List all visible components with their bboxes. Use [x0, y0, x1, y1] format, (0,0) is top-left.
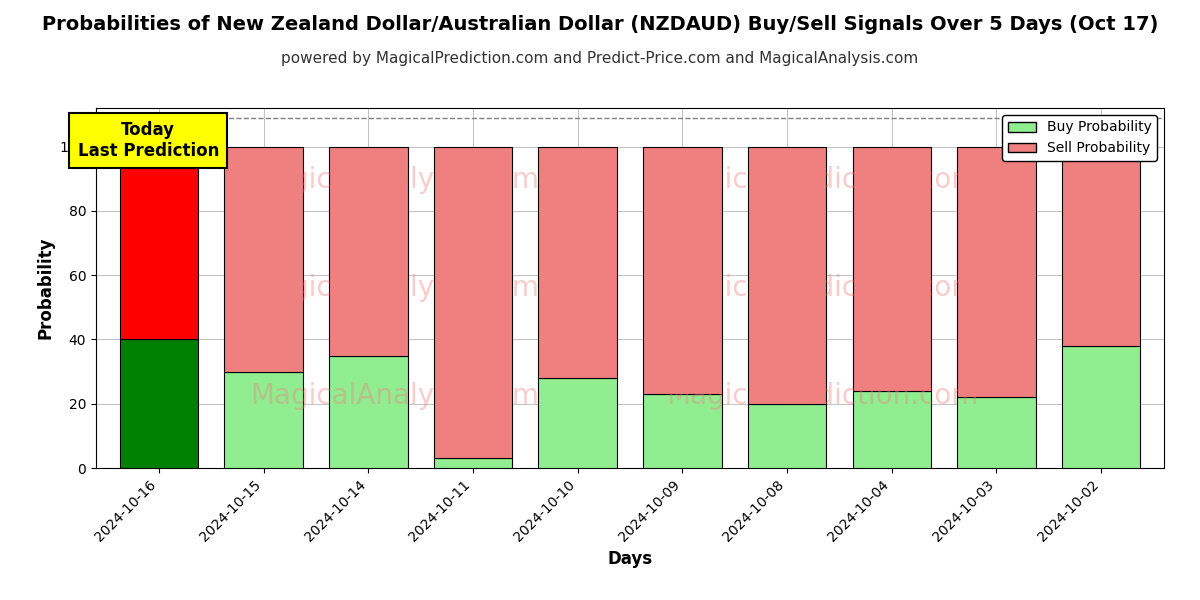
X-axis label: Days: Days [607, 550, 653, 568]
Bar [748, 146, 827, 404]
Text: MagicalPrediction.com: MagicalPrediction.com [666, 166, 978, 194]
Text: MagicalAnalysis.com: MagicalAnalysis.com [251, 166, 540, 194]
Bar [539, 146, 617, 378]
Bar [958, 146, 1036, 397]
Bar [329, 146, 408, 355]
Text: MagicalAnalysis.com: MagicalAnalysis.com [251, 382, 540, 410]
Bar [433, 146, 512, 458]
Legend: Buy Probability, Sell Probability: Buy Probability, Sell Probability [1002, 115, 1157, 161]
Bar [329, 355, 408, 468]
Bar [643, 146, 721, 394]
Y-axis label: Probability: Probability [36, 237, 54, 339]
Text: MagicalAnalysis.com: MagicalAnalysis.com [251, 274, 540, 302]
Bar [120, 146, 198, 340]
Bar [120, 340, 198, 468]
Bar [224, 371, 302, 468]
Bar [224, 146, 302, 371]
Bar [1062, 146, 1140, 346]
Bar [958, 397, 1036, 468]
Bar [433, 458, 512, 468]
Text: MagicalPrediction.com: MagicalPrediction.com [666, 382, 978, 410]
Bar [539, 378, 617, 468]
Bar [748, 404, 827, 468]
Bar [1062, 346, 1140, 468]
Text: MagicalPrediction.com: MagicalPrediction.com [666, 274, 978, 302]
Text: Today
Last Prediction: Today Last Prediction [78, 121, 220, 160]
Bar [852, 391, 931, 468]
Text: powered by MagicalPrediction.com and Predict-Price.com and MagicalAnalysis.com: powered by MagicalPrediction.com and Pre… [281, 51, 919, 66]
Bar [852, 146, 931, 391]
Text: Probabilities of New Zealand Dollar/Australian Dollar (NZDAUD) Buy/Sell Signals : Probabilities of New Zealand Dollar/Aust… [42, 15, 1158, 34]
Bar [643, 394, 721, 468]
